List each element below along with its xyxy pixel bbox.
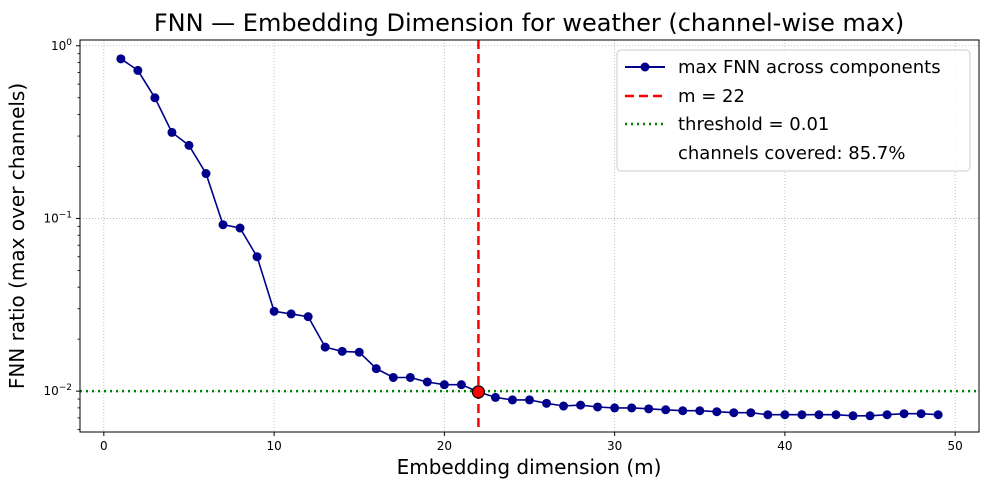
data-point (286, 309, 296, 319)
data-point (337, 346, 347, 356)
data-point (797, 410, 807, 420)
legend-box (616, 49, 971, 172)
legend-label-series: max FNN across components (678, 57, 941, 78)
data-point (678, 406, 688, 416)
data-point (712, 407, 722, 417)
data-point (269, 306, 279, 316)
data-point (695, 406, 705, 416)
chart-title: FNN — Embedding Dimension for weather (c… (154, 9, 904, 37)
data-point (252, 252, 262, 262)
data-point (320, 342, 330, 352)
legend-marker-series (640, 62, 650, 72)
data-point (133, 65, 143, 75)
data-point (916, 409, 926, 419)
data-point (729, 408, 739, 418)
data-point (150, 93, 160, 103)
data-point (627, 403, 637, 413)
data-point (354, 347, 364, 357)
data-point (610, 403, 620, 413)
x-tick-label: 50 (948, 439, 963, 453)
data-point (439, 380, 449, 390)
data-point (780, 410, 790, 420)
highlight-point (471, 385, 486, 399)
x-tick-label: 0 (100, 439, 108, 453)
highlight-group (471, 385, 486, 399)
legend-label-threshold: threshold = 0.01 (678, 114, 829, 135)
x-tick-label: 10 (266, 439, 281, 453)
data-point (507, 395, 517, 405)
data-point (167, 127, 177, 137)
x-axis-ticks: 0 10 20 30 40 50 (100, 432, 963, 453)
data-point (201, 169, 211, 179)
data-point (422, 377, 432, 387)
data-point (831, 410, 841, 420)
data-point (490, 392, 500, 402)
data-point (218, 220, 228, 230)
data-point (235, 223, 245, 233)
data-point (542, 398, 552, 408)
data-point (456, 380, 466, 390)
plot-frame (79, 39, 980, 433)
x-tick-label: 40 (777, 439, 792, 453)
data-point (899, 409, 909, 419)
data-point (525, 395, 534, 405)
data-point (593, 402, 603, 412)
data-point (559, 401, 569, 411)
x-tick-label: 30 (607, 439, 622, 453)
data-point (848, 411, 858, 421)
data-point (933, 410, 943, 420)
data-point (371, 364, 381, 374)
grid (80, 40, 979, 432)
legend-label-selected-dimension: m = 22 (678, 86, 745, 107)
series-group (116, 54, 943, 421)
data-point (746, 408, 756, 418)
data-point (644, 404, 654, 414)
data-point (865, 411, 875, 421)
x-axis-label: Embedding dimension (m) (397, 455, 662, 479)
data-point (814, 410, 824, 420)
data-point (763, 410, 773, 420)
data-point (184, 140, 194, 150)
x-tick-label: 20 (437, 439, 452, 453)
data-point (661, 405, 671, 415)
data-point (116, 54, 126, 64)
data-point (388, 372, 398, 382)
data-point (576, 400, 586, 410)
data-point (882, 410, 892, 420)
data-point (405, 372, 415, 382)
legend: max FNN across components m = 22 thresho… (616, 49, 971, 172)
legend-label-channels-covered: channels covered: 85.7% (678, 143, 905, 164)
data-point (303, 312, 313, 322)
y-axis-label: FNN ratio (max over channels) (5, 83, 29, 389)
